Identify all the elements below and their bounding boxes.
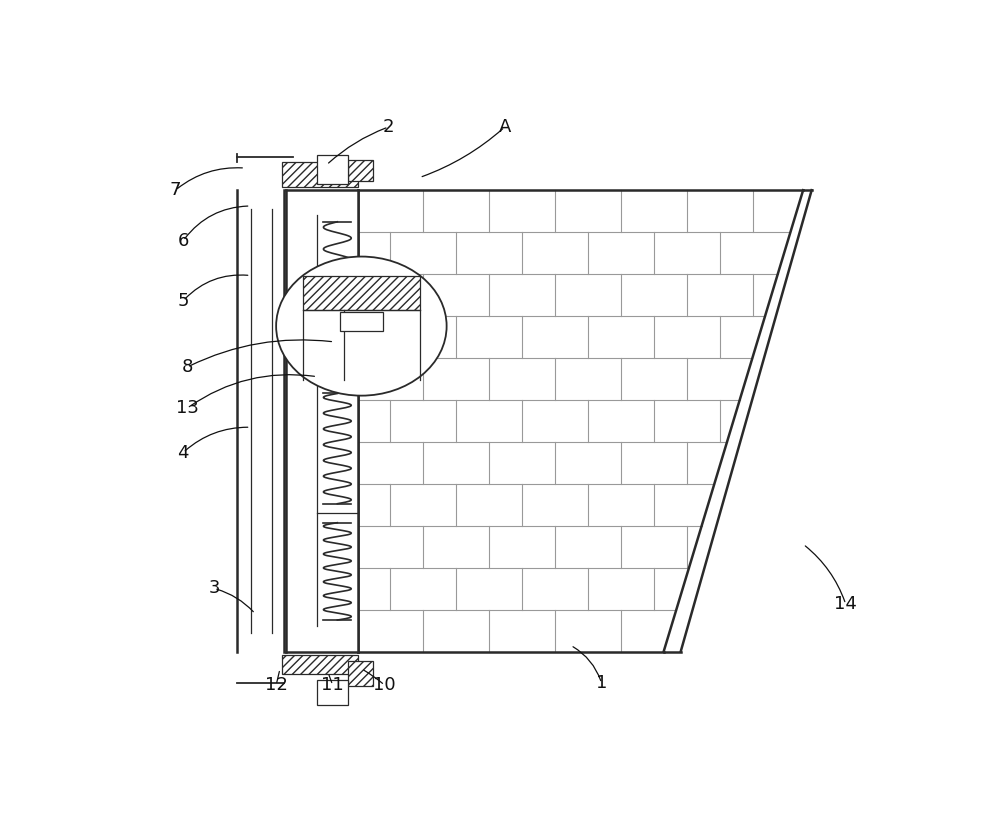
Text: 14: 14 (834, 595, 857, 613)
Text: 5: 5 (177, 291, 189, 310)
Bar (282, 162, 358, 187)
Bar (303, 276, 420, 310)
Text: 4: 4 (177, 443, 189, 461)
Bar (286, 190, 358, 652)
Text: A: A (499, 118, 511, 136)
Text: 7: 7 (170, 181, 181, 200)
Bar (237, 190, 284, 652)
Bar (317, 155, 348, 184)
Bar (348, 160, 373, 181)
Text: 6: 6 (177, 232, 189, 250)
Text: 1: 1 (596, 674, 607, 692)
Text: 11: 11 (321, 677, 344, 695)
Bar (282, 655, 358, 674)
Text: 10: 10 (373, 677, 396, 695)
Text: 8: 8 (181, 358, 193, 376)
Text: 2: 2 (383, 118, 394, 136)
Text: 13: 13 (176, 399, 198, 417)
Bar (348, 661, 373, 686)
Bar (340, 311, 383, 331)
Text: 3: 3 (208, 580, 220, 598)
Text: 12: 12 (265, 677, 288, 695)
Circle shape (276, 256, 447, 396)
Bar (317, 680, 348, 705)
